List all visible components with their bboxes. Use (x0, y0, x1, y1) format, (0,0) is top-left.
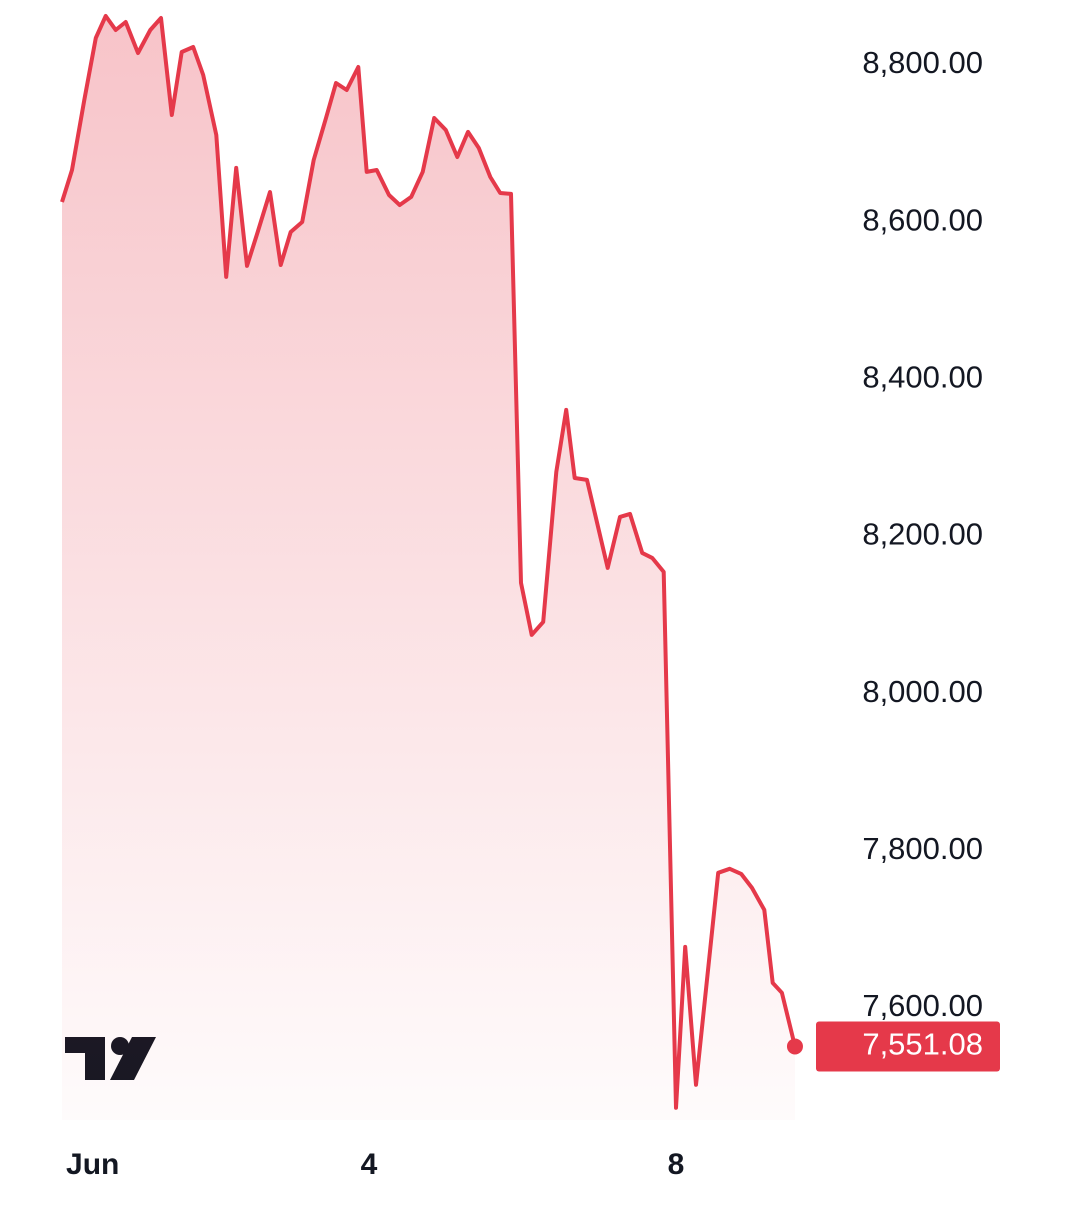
last-point (786, 1038, 803, 1055)
y-tick-label: 8,600.00 (862, 202, 983, 237)
y-tick-label: 8,800.00 (862, 45, 983, 80)
y-tick-label: 8,200.00 (862, 517, 983, 552)
last-value-badge (816, 1021, 1000, 1072)
x-tick-label: Jun (66, 1148, 119, 1181)
y-tick-label: 7,800.00 (862, 831, 983, 866)
y-tick-label: 8,000.00 (862, 674, 983, 709)
price-line (60, 14, 797, 1110)
area-fill (62, 16, 795, 1120)
last-value-label: 7,551.08 (862, 1027, 983, 1062)
x-tick-label: 8 (668, 1148, 685, 1181)
y-tick-label: 7,600.00 (862, 988, 983, 1023)
y-tick-label: 8,400.00 (862, 360, 983, 395)
x-tick-label: 4 (361, 1148, 378, 1181)
